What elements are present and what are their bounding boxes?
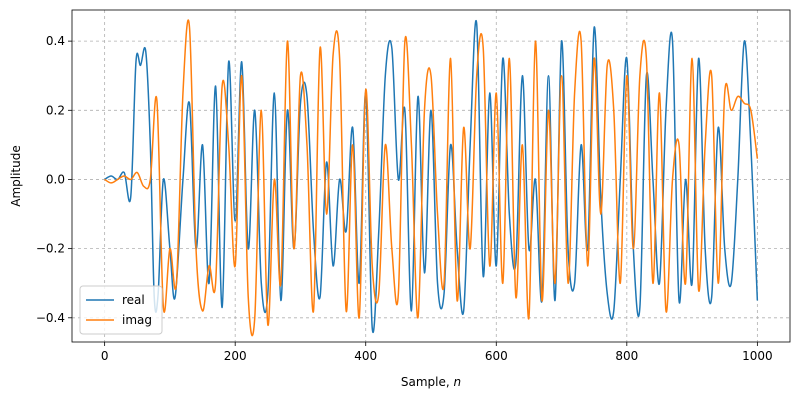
y-axis-label: Amplitude: [9, 145, 23, 207]
y-tick-label: 0.4: [46, 34, 65, 48]
x-tick-label: 400: [354, 349, 377, 363]
y-tick-label: 0.2: [46, 103, 65, 117]
y-tick-label: 0.0: [46, 172, 65, 186]
plot-frame: [71, 9, 791, 343]
x-tick-label: 800: [615, 349, 638, 363]
x-axis-label-text: Sample,: [401, 375, 454, 389]
legend-box: [79, 285, 163, 335]
legend-label-real: real: [122, 293, 145, 307]
x-tick-label: 1000: [742, 349, 773, 363]
y-tick-label: −0.4: [36, 311, 65, 325]
x-tick-label: 200: [224, 349, 247, 363]
legend: real imag: [79, 285, 163, 335]
series-lines: [104, 19, 759, 337]
series-line-imag: [104, 19, 759, 337]
legend-label-imag: imag: [122, 313, 152, 327]
ticks: 0 200 400 600 800 1000 −0.4 −0.2 0.0 0.2 0.4: [36, 34, 773, 363]
y-tick-label: −0.2: [36, 242, 65, 256]
x-tick-label: 0: [101, 349, 109, 363]
x-axis-label-variable: n: [454, 375, 462, 389]
series-line-real: [104, 20, 759, 333]
x-tick-label: 600: [485, 349, 508, 363]
x-axis-label: Sample, n: [401, 375, 461, 389]
